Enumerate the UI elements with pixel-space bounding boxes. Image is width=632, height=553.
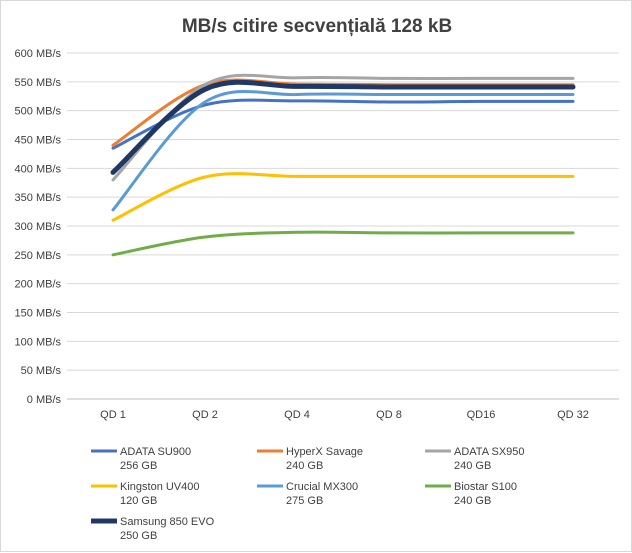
legend-capacity: 250 GB [120,530,157,542]
y-tick-label: 550 MB/s [15,77,62,89]
series-line-5 [111,230,575,257]
x-tick-label: QD 32 [557,409,589,421]
series-lines [110,73,576,257]
y-tick-label: 250 MB/s [15,250,62,262]
legend-label: ADATA SU900 [120,446,191,458]
x-tick-label: QD16 [467,409,496,421]
legend-capacity: 240 GB [286,460,323,472]
legend-item: HyperX Savage 240 GB [257,446,363,472]
x-tick-label: QD 8 [376,409,402,421]
legend-item: Kingston UV400 120 GB [91,481,200,507]
y-tick-label: 500 MB/s [15,106,62,118]
series-line-4 [111,89,575,212]
legend-label: Kingston UV400 [120,481,200,493]
y-tick-label: 600 MB/s [15,48,62,60]
series-line-2 [111,73,575,182]
series-line-6 [110,79,576,175]
x-tick-label: QD 4 [284,409,310,421]
legend-item: Biostar S100 240 GB [425,481,517,507]
y-tick-label: 200 MB/s [15,279,62,291]
legend-label: HyperX Savage [286,446,363,458]
y-tick-label: 300 MB/s [15,221,62,233]
legend-item: ADATA SX950 240 GB [425,446,525,472]
legend-item: Crucial MX300 275 GB [257,481,358,507]
y-tick-label: 150 MB/s [15,308,62,320]
y-tick-label: 50 MB/s [21,365,62,377]
x-tick-label: QD 1 [100,409,126,421]
y-tick-label: 350 MB/s [15,192,62,204]
legend-capacity: 120 GB [120,495,157,507]
chart-title: MB/s citire secvențială 128 kB [182,16,452,37]
gridlines [67,52,619,400]
y-tick-label: 100 MB/s [15,336,62,348]
x-axis-ticks: QD 1 QD 2 QD 4 QD 8 QD16 QD 32 [100,409,589,421]
y-axis-ticks: 0 MB/s 50 MB/s 100 MB/s 150 MB/s 200 MB/s 250… [15,48,62,406]
x-tick-label: QD 2 [192,409,218,421]
series-line-0 [111,98,575,150]
legend-capacity: 240 GB [454,460,491,472]
legend-label: Samsung 850 EVO [120,516,215,528]
legend-label: ADATA SX950 [454,446,525,458]
legend-label: Crucial MX300 [286,481,358,493]
y-tick-label: 450 MB/s [15,135,62,147]
y-tick-label: 0 MB/s [27,394,62,406]
series-line-3 [111,172,575,222]
legend-label: Biostar S100 [454,481,517,493]
legend-capacity: 256 GB [120,460,157,472]
legend-capacity: 240 GB [454,495,491,507]
legend-item: ADATA SU900 256 GB [91,446,191,472]
legend-capacity: 275 GB [286,495,323,507]
legend-item: Samsung 850 EVO 250 GB [91,516,215,542]
y-tick-label: 400 MB/s [15,163,62,175]
